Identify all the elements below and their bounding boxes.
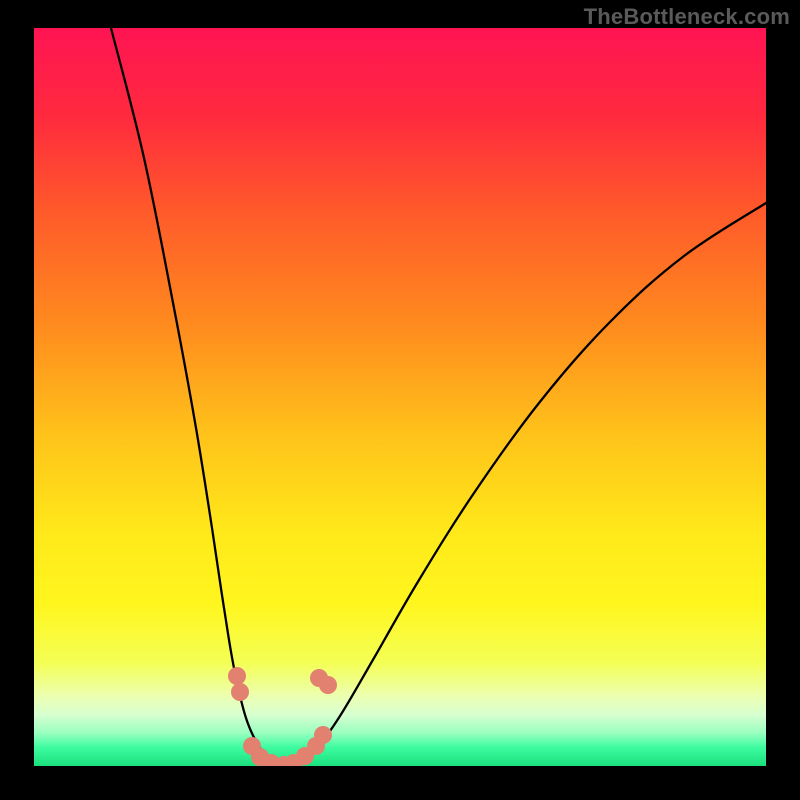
watermark-text: TheBottleneck.com [584,4,790,30]
data-marker [314,726,332,744]
chart-svg [34,28,766,766]
data-marker [228,667,246,685]
chart-frame: TheBottleneck.com [0,0,800,800]
gradient-background [34,28,766,766]
plot-area [34,28,766,766]
data-marker [319,676,337,694]
data-marker [231,683,249,701]
